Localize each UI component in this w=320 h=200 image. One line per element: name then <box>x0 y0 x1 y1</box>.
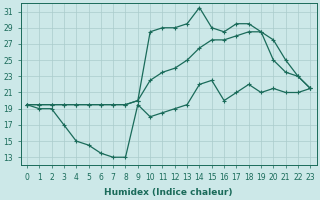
X-axis label: Humidex (Indice chaleur): Humidex (Indice chaleur) <box>104 188 233 197</box>
